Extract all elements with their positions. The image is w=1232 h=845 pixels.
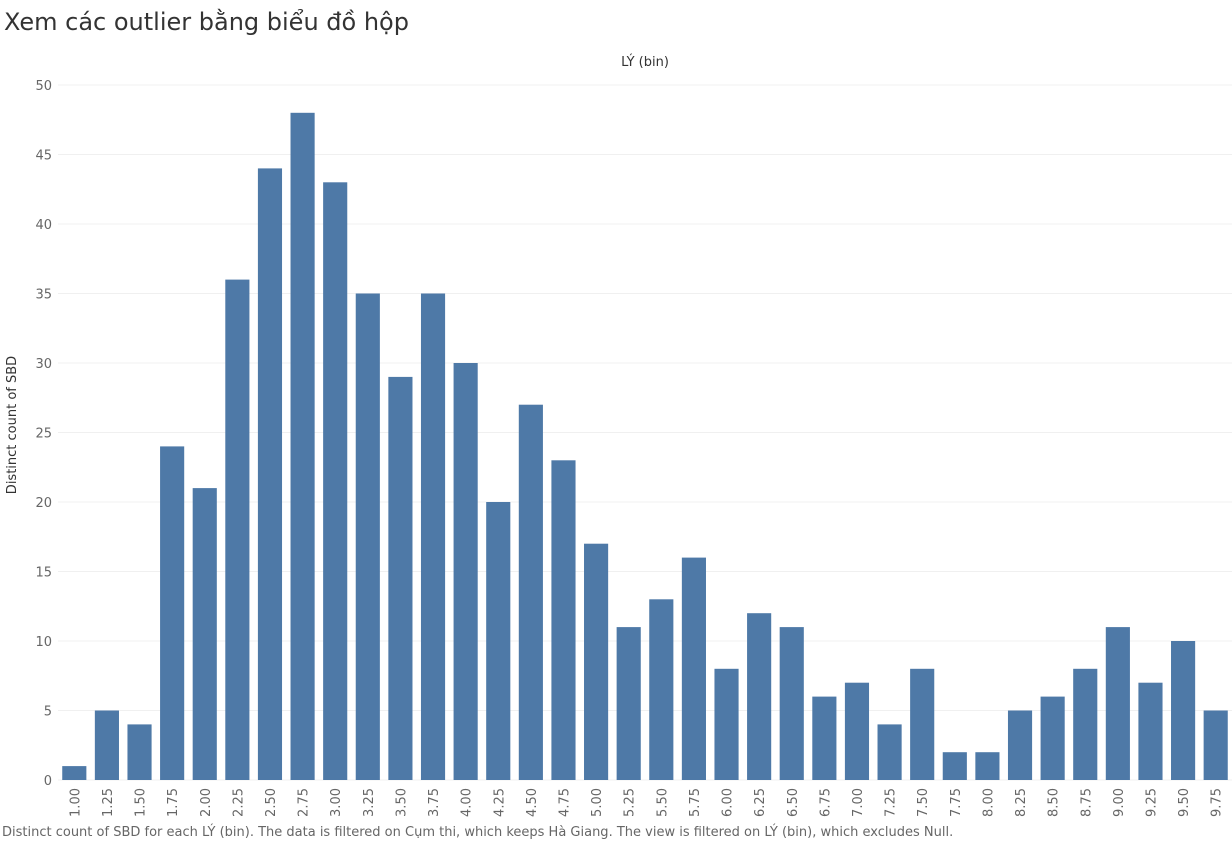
y-axis-label: Distinct count of SBD — [5, 356, 20, 494]
x-tick-label: 2.50 — [264, 788, 279, 817]
bar-3.75[interactable] — [420, 293, 446, 781]
y-axis-ticks: 0 5 10 15 20 25 30 35 40 45 50 — [35, 79, 52, 789]
y-tick-label: 50 — [35, 79, 52, 94]
x-tick-label: 7.75 — [949, 788, 964, 817]
bar-8.50[interactable] — [1040, 696, 1065, 780]
x-tick-label: 1.00 — [68, 788, 83, 817]
bar-4.75[interactable] — [551, 460, 576, 780]
y-tick-label: 45 — [35, 149, 52, 164]
bar-7.50[interactable] — [910, 668, 935, 780]
x-tick-label: 4.75 — [557, 788, 572, 817]
bar-8.00[interactable] — [975, 752, 1000, 780]
bar-3.25[interactable] — [355, 293, 380, 781]
x-tick-label: 6.00 — [721, 788, 736, 817]
bar-2.50[interactable] — [257, 168, 283, 780]
y-tick-label: 20 — [35, 496, 52, 511]
bar-2.75[interactable] — [290, 112, 315, 781]
x-tick-label: 2.25 — [231, 788, 246, 817]
bar-3.00[interactable] — [323, 182, 348, 781]
bar-8.25[interactable] — [1007, 710, 1033, 781]
x-tick-label: 4.25 — [492, 788, 507, 817]
bar-5.25[interactable] — [616, 627, 641, 780]
x-tick-label: 1.50 — [134, 788, 149, 817]
x-tick-label: 2.00 — [199, 788, 214, 817]
x-tick-label: 9.75 — [1210, 788, 1225, 817]
x-tick-label: 4.50 — [525, 788, 540, 817]
bar-2.25[interactable] — [225, 279, 250, 780]
x-tick-label: 8.50 — [1047, 788, 1062, 817]
x-tick-label: 9.25 — [1144, 788, 1159, 817]
page-title: Xem các outlier bằng biểu đồ hộp — [4, 8, 409, 36]
x-tick-label: 3.25 — [362, 788, 377, 817]
bar-6.25[interactable] — [747, 613, 772, 780]
x-tick-label: 6.25 — [753, 788, 768, 817]
x-tick-label: 5.50 — [655, 788, 670, 817]
chart-title: LÝ (bin) — [621, 54, 669, 70]
bar-9.75[interactable] — [1203, 710, 1228, 781]
x-tick-label: 9.50 — [1177, 788, 1192, 817]
bar-1.50[interactable] — [127, 724, 152, 780]
bar-4.00[interactable] — [453, 363, 478, 780]
bar-5.75[interactable] — [681, 557, 706, 780]
y-tick-label: 30 — [35, 357, 52, 372]
y-tick-label: 35 — [35, 288, 52, 303]
x-tick-label: 5.25 — [623, 788, 638, 817]
x-tick-label: 8.25 — [1014, 788, 1029, 817]
bar-5.50[interactable] — [649, 599, 674, 780]
bar-1.75[interactable] — [160, 446, 185, 780]
x-axis-ticks: 1.00 1.25 1.50 1.75 2.00 2.25 2.50 2.75 3.00 3.25… — [68, 788, 1224, 817]
gridlines — [58, 84, 1232, 781]
y-tick-label: 5 — [44, 705, 52, 720]
x-tick-label: 3.50 — [394, 788, 409, 817]
x-tick-label: 8.75 — [1079, 788, 1094, 817]
y-tick-label: 15 — [35, 566, 52, 581]
bar-7.75[interactable] — [942, 752, 967, 780]
x-tick-label: 2.75 — [297, 788, 312, 817]
x-tick-label: 4.00 — [460, 788, 475, 817]
x-tick-label: 1.75 — [166, 788, 181, 817]
x-tick-label: 6.50 — [786, 788, 801, 817]
bar-1.25[interactable] — [94, 710, 119, 781]
y-tick-label: 25 — [35, 427, 52, 442]
bar-9.25[interactable] — [1138, 682, 1163, 780]
x-tick-label: 7.50 — [916, 788, 931, 817]
bar-6.75[interactable] — [812, 696, 837, 780]
x-tick-label: 9.00 — [1112, 788, 1127, 817]
x-tick-label: 8.00 — [981, 788, 996, 817]
x-tick-label: 7.00 — [851, 788, 866, 817]
x-tick-label: 5.75 — [688, 788, 703, 817]
bar-1.00[interactable] — [62, 766, 87, 780]
bar-9.00[interactable] — [1105, 627, 1130, 780]
bar-4.50[interactable] — [518, 404, 543, 780]
bar-6.00[interactable] — [714, 668, 739, 780]
x-tick-label: 3.75 — [427, 788, 442, 817]
y-tick-label: 40 — [35, 218, 52, 233]
bar-5.00[interactable] — [584, 543, 609, 780]
x-tick-label: 3.00 — [329, 788, 344, 817]
bar-7.25[interactable] — [877, 724, 902, 780]
bar-6.50[interactable] — [779, 627, 804, 780]
x-tick-label: 1.25 — [101, 788, 116, 817]
bar-chart: LÝ (bin) Distinct count of SBD 0 5 10 15 20 2… — [5, 54, 1232, 817]
bar-4.25[interactable] — [486, 502, 511, 780]
bar-2.00[interactable] — [192, 488, 217, 780]
chart-caption: Distinct count of SBD for each LÝ (bin).… — [2, 825, 954, 840]
bar-9.50[interactable] — [1171, 641, 1196, 780]
x-tick-label: 7.25 — [884, 788, 899, 817]
bar-3.50[interactable] — [388, 376, 413, 780]
bar-8.75[interactable] — [1073, 668, 1098, 780]
x-tick-label: 5.00 — [590, 788, 605, 817]
x-tick-label: 6.75 — [818, 788, 833, 817]
y-tick-label: 0 — [44, 774, 52, 789]
y-tick-label: 10 — [35, 635, 52, 650]
bars — [62, 112, 1228, 781]
bar-7.00[interactable] — [844, 682, 870, 780]
